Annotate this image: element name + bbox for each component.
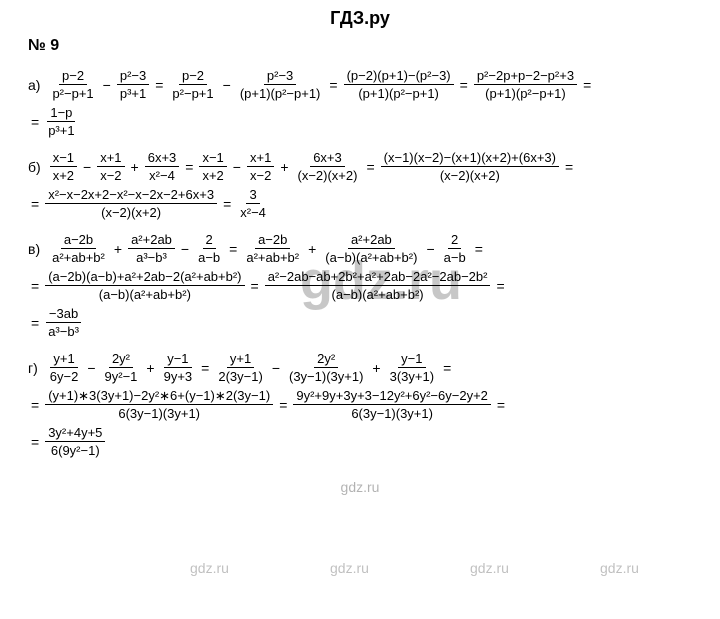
fraction: (y+1)∗3(3y+1)−2y²∗6+(y−1)∗2(3y−1)6(3y−1)…: [45, 389, 273, 420]
part-a-line1: а) p−2p²−p+1 − p²−3p³+1 = p−2p²−p+1 − p²…: [28, 69, 702, 100]
equals-op: =: [497, 398, 505, 412]
equals-op: =: [279, 398, 287, 412]
fraction: 3x²−4: [237, 188, 269, 219]
equals-op: =: [31, 197, 39, 211]
math-content: а) p−2p²−p+1 − p²−3p³+1 = p−2p²−p+1 − p²…: [0, 69, 720, 473]
page-header: ГДЗ.ру: [0, 0, 720, 33]
minus-op: −: [181, 242, 189, 256]
watermark-small: gdz.ru: [190, 560, 229, 576]
footer-watermark: gdz.ru: [0, 473, 720, 501]
part-v-line3: = −3aba³−b³: [28, 307, 702, 338]
watermark-small: gdz.ru: [600, 560, 639, 576]
fraction: y−19y+3: [161, 352, 196, 383]
minus-op: −: [272, 361, 280, 375]
fraction: x−1x+2: [199, 151, 226, 182]
part-v-line2: = (a−2b)(a−b)+a²+2ab−2(a²+ab+b²)(a−b)(a²…: [28, 270, 702, 301]
fraction: x−1x+2: [50, 151, 77, 182]
fraction: x+1x−2: [97, 151, 124, 182]
part-v-line1: в) a−2ba²+ab+b² + a²+2aba³−b³ − 2a−b = a…: [28, 233, 702, 264]
equals-op: =: [329, 78, 337, 92]
plus-op: +: [146, 361, 154, 375]
equals-op: =: [31, 435, 39, 449]
equals-op: =: [31, 115, 39, 129]
fraction: p−2p²−p+1: [169, 69, 216, 100]
fraction: y+16y−2: [47, 352, 82, 383]
plus-op: +: [372, 361, 380, 375]
fraction: a²−2ab−ab+2b²+a²+2ab−2a²−2ab−2b²(a−b)(a²…: [265, 270, 491, 301]
fraction: p²−3p³+1: [117, 69, 149, 100]
part-g-line3: = 3y²+4y+56(9y²−1): [28, 426, 702, 457]
fraction: 6x+3(x−2)(x+2): [295, 151, 361, 182]
equals-op: =: [251, 279, 259, 293]
fraction: a²+2ab(a−b)(a²+ab+b²): [322, 233, 420, 264]
part-a-label: а): [28, 78, 40, 92]
equals-op: =: [366, 160, 374, 174]
fraction: a²+2aba³−b³: [128, 233, 175, 264]
fraction: 2a−b: [195, 233, 223, 264]
fraction: p²−2p+p−2−p²+3(p+1)(p²−p+1): [474, 69, 577, 100]
fraction: 2y²9y²−1: [102, 352, 141, 383]
equals-op: =: [31, 279, 39, 293]
minus-op: −: [87, 361, 95, 375]
fraction: y+12(3y−1): [215, 352, 265, 383]
equals-op: =: [565, 160, 573, 174]
equals-op: =: [443, 361, 451, 375]
watermark-small: gdz.ru: [330, 560, 369, 576]
watermark-small: gdz.ru: [470, 560, 509, 576]
minus-op: −: [103, 78, 111, 92]
fraction: p²−3(p+1)(p²−p+1): [237, 69, 324, 100]
plus-op: +: [308, 242, 316, 256]
fraction: 6x+3x²−4: [145, 151, 180, 182]
part-b-line1: б) x−1x+2 − x+1x−2 + 6x+3x²−4 = x−1x+2 −…: [28, 151, 702, 182]
fraction: 1−pp³+1: [45, 106, 77, 137]
equals-op: =: [155, 78, 163, 92]
part-b-label: б): [28, 160, 41, 174]
equals-op: =: [223, 197, 231, 211]
minus-op: −: [223, 78, 231, 92]
fraction: 3y²+4y+56(9y²−1): [45, 426, 105, 457]
fraction: a−2ba²+ab+b²: [49, 233, 108, 264]
fraction: (p−2)(p+1)−(p²−3)(p+1)(p²−p+1): [344, 69, 454, 100]
fraction: x²−x−2x+2−x²−x−2x−2+6x+3(x−2)(x+2): [45, 188, 217, 219]
equals-op: =: [185, 160, 193, 174]
fraction: (a−2b)(a−b)+a²+2ab−2(a²+ab+b²)(a−b)(a²+a…: [45, 270, 244, 301]
equals-op: =: [31, 316, 39, 330]
part-g-label: г): [28, 361, 38, 375]
equals-op: =: [201, 361, 209, 375]
fraction: 2y²(3y−1)(3y+1): [286, 352, 366, 383]
plus-op: +: [114, 242, 122, 256]
minus-op: −: [233, 160, 241, 174]
fraction: y−13(3y+1): [387, 352, 437, 383]
minus-op: −: [83, 160, 91, 174]
fraction: (x−1)(x−2)−(x+1)(x+2)+(6x+3)(x−2)(x+2): [381, 151, 559, 182]
equals-op: =: [475, 242, 483, 256]
part-b-line2: = x²−x−2x+2−x²−x−2x−2+6x+3(x−2)(x+2) = 3…: [28, 188, 702, 219]
part-g-line1: г) y+16y−2 − 2y²9y²−1 + y−19y+3 = y+12(3…: [28, 352, 702, 383]
fraction: a−2ba²+ab+b²: [243, 233, 302, 264]
plus-op: +: [131, 160, 139, 174]
equals-op: =: [229, 242, 237, 256]
fraction: 9y²+9y+3y+3−12y²+6y²−6y−2y+26(3y−1)(3y+1…: [293, 389, 491, 420]
minus-op: −: [426, 242, 434, 256]
equals-op: =: [460, 78, 468, 92]
equals-op: =: [31, 398, 39, 412]
equals-op: =: [583, 78, 591, 92]
fraction: −3aba³−b³: [45, 307, 82, 338]
fraction: p−2p²−p+1: [49, 69, 96, 100]
fraction: x+1x−2: [247, 151, 274, 182]
problem-number: № 9: [0, 33, 720, 63]
part-a-line2: = 1−pp³+1: [28, 106, 702, 137]
plus-op: +: [280, 160, 288, 174]
equals-op: =: [496, 279, 504, 293]
part-v-label: в): [28, 242, 40, 256]
part-g-line2: = (y+1)∗3(3y+1)−2y²∗6+(y−1)∗2(3y−1)6(3y−…: [28, 389, 702, 420]
fraction: 2a−b: [441, 233, 469, 264]
